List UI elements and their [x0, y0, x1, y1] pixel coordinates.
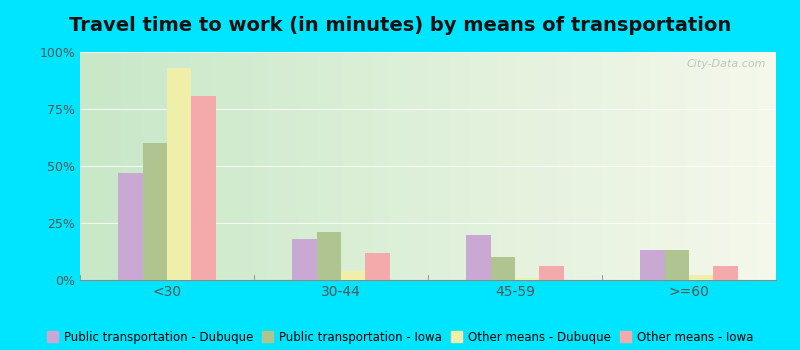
Bar: [640, 251, 665, 280]
Bar: [515, 278, 539, 280]
Bar: [539, 266, 564, 280]
Legend: Public transportation - Dubuque, Public transportation - Iowa, Other means - Dub: Public transportation - Dubuque, Public …: [47, 331, 753, 344]
Bar: [366, 253, 390, 280]
Bar: [490, 257, 515, 280]
Bar: [665, 251, 689, 280]
Bar: [191, 96, 216, 280]
Bar: [714, 266, 738, 280]
Text: Travel time to work (in minutes) by means of transportation: Travel time to work (in minutes) by mean…: [69, 16, 731, 35]
Text: City-Data.com: City-Data.com: [686, 59, 766, 69]
Bar: [341, 271, 366, 280]
Bar: [142, 144, 167, 280]
Bar: [292, 239, 317, 280]
Bar: [167, 68, 191, 280]
Bar: [689, 275, 714, 280]
Bar: [317, 232, 341, 280]
Bar: [118, 173, 142, 280]
Bar: [466, 234, 490, 280]
